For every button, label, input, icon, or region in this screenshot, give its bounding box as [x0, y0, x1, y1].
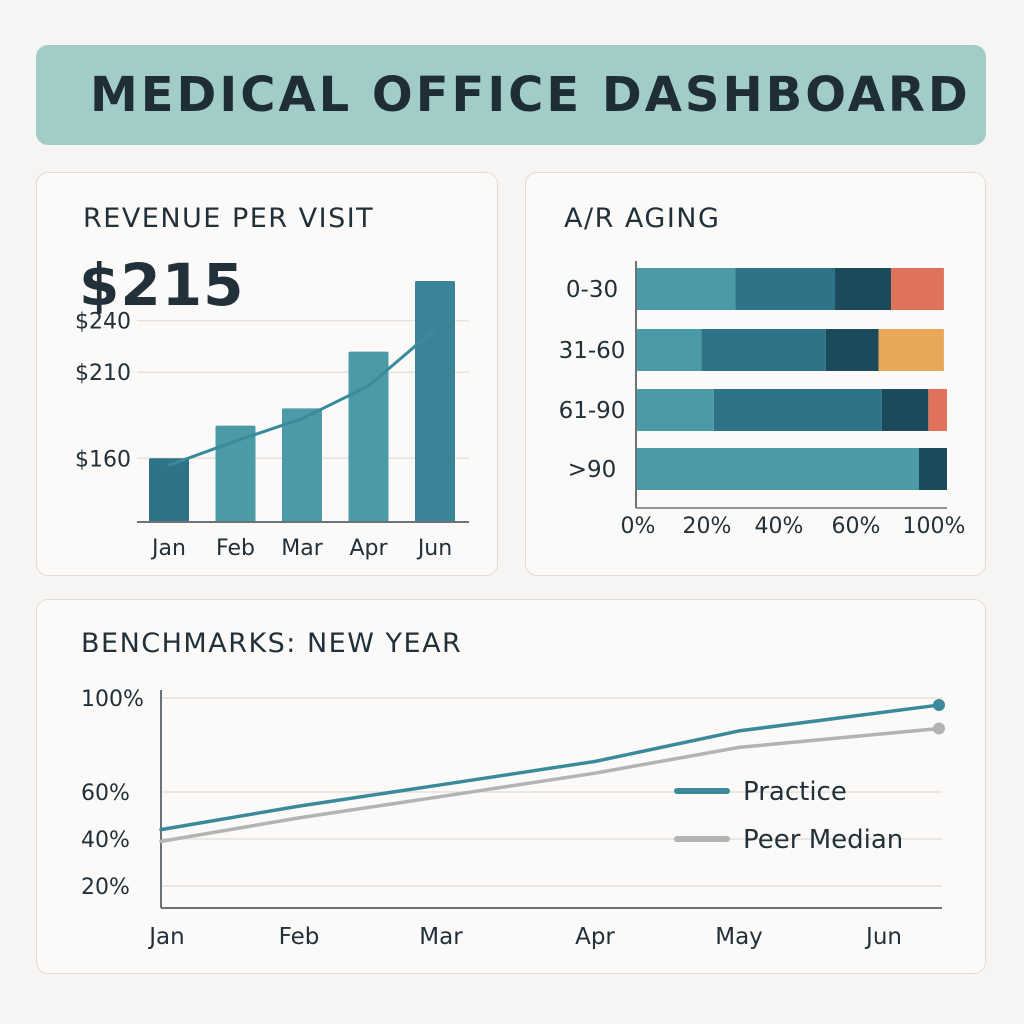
- ar-bar-segment: [928, 389, 947, 431]
- benchmarks-line-chart: 20% 40% 60% 100% Jan Feb Mar Apr May Jun Practice P…: [81, 687, 945, 950]
- revenue-card-title: REVENUE PER VISIT: [83, 203, 375, 234]
- revenue-bar: [215, 425, 256, 522]
- x-tick-label: Mar: [419, 924, 463, 950]
- x-tick-label: Jun: [416, 536, 452, 561]
- x-tick-label: 100%: [903, 514, 966, 539]
- x-tick-label: Feb: [216, 536, 255, 561]
- revenue-card: REVENUE PER VISIT $215 $160 $210 $240 Jan Fe…: [36, 172, 498, 576]
- ar-aging-card-title: A/R AGING: [564, 203, 721, 234]
- peer-median-end-point: [933, 722, 945, 735]
- y-tick-label: 60%: [81, 781, 130, 806]
- x-tick-label: Jan: [147, 924, 184, 950]
- y-tick-label: $160: [75, 447, 131, 472]
- y-tick-label: $210: [75, 361, 131, 386]
- peer-median-line: [159, 726, 941, 844]
- ar-bar-segment: [636, 448, 920, 490]
- ar-bar-segment: [636, 268, 736, 310]
- ar-bar-segment: [713, 389, 882, 431]
- x-tick-label: Apr: [575, 924, 615, 950]
- y-tick-label: $240: [75, 310, 131, 335]
- x-tick-label: Apr: [349, 536, 388, 561]
- row-label: 61-90: [559, 398, 626, 424]
- row-label: 0-30: [566, 277, 618, 303]
- x-tick-label: 20%: [683, 514, 732, 539]
- revenue-bar: [415, 281, 455, 522]
- benchmarks-card-title: BENCHMARKS: NEW YEAR: [81, 628, 463, 659]
- page-title: MEDICAL OFFICE DASHBOARD: [90, 67, 971, 123]
- revenue-trend-line: [167, 327, 437, 467]
- ar-bar-segment: [919, 448, 947, 490]
- x-tick-label: 40%: [755, 514, 804, 539]
- revenue-headline-value: $215: [79, 251, 245, 319]
- row-label: >90: [568, 457, 617, 483]
- ar-bar-segment: [835, 268, 892, 310]
- revenue-bar-chart: $160 $210 $240 Jan Feb Mar Apr Jun: [75, 281, 469, 561]
- legend-label: Peer Median: [743, 825, 903, 855]
- y-tick-label: 40%: [81, 828, 130, 853]
- x-tick-label: 60%: [832, 514, 881, 539]
- practice-line: [159, 703, 941, 832]
- y-tick-label: 100%: [81, 687, 144, 712]
- revenue-bar: [348, 351, 389, 522]
- ar-aging-stacked-bar-chart: 0-30 31-60 61-90 >90 0% 20% 40% 60% 100%: [559, 261, 966, 539]
- row-label: 31-60: [559, 338, 626, 364]
- ar-bar-segment: [881, 389, 929, 431]
- benchmarks-card: BENCHMARKS: NEW YEAR 20% 40% 60% 100% Jan Feb…: [36, 599, 986, 974]
- ar-bar-segment: [735, 268, 836, 310]
- x-tick-label: 0%: [621, 514, 656, 539]
- ar-bar-segment: [636, 329, 702, 371]
- revenue-bar: [149, 458, 189, 522]
- revenue-bar: [282, 408, 322, 522]
- legend-label: Practice: [743, 777, 847, 807]
- ar-bar-segment: [636, 389, 714, 431]
- ar-bar-segment: [891, 268, 944, 310]
- header-banner: MEDICAL OFFICE DASHBOARD: [36, 45, 986, 145]
- x-tick-label: Mar: [281, 536, 323, 561]
- x-tick-label: Feb: [279, 924, 320, 950]
- y-tick-label: 20%: [81, 875, 130, 900]
- x-tick-label: Jun: [864, 924, 902, 950]
- ar-bar-segment: [878, 329, 944, 371]
- ar-bar-segment: [701, 329, 826, 371]
- ar-aging-card: A/R AGING 0-30 31-60 61-90 >90 0% 20% 40% 60% 10…: [525, 172, 986, 576]
- x-tick-label: May: [715, 924, 763, 950]
- ar-bar-segment: [825, 329, 879, 371]
- practice-end-point: [933, 699, 945, 712]
- x-tick-label: Jan: [150, 536, 186, 561]
